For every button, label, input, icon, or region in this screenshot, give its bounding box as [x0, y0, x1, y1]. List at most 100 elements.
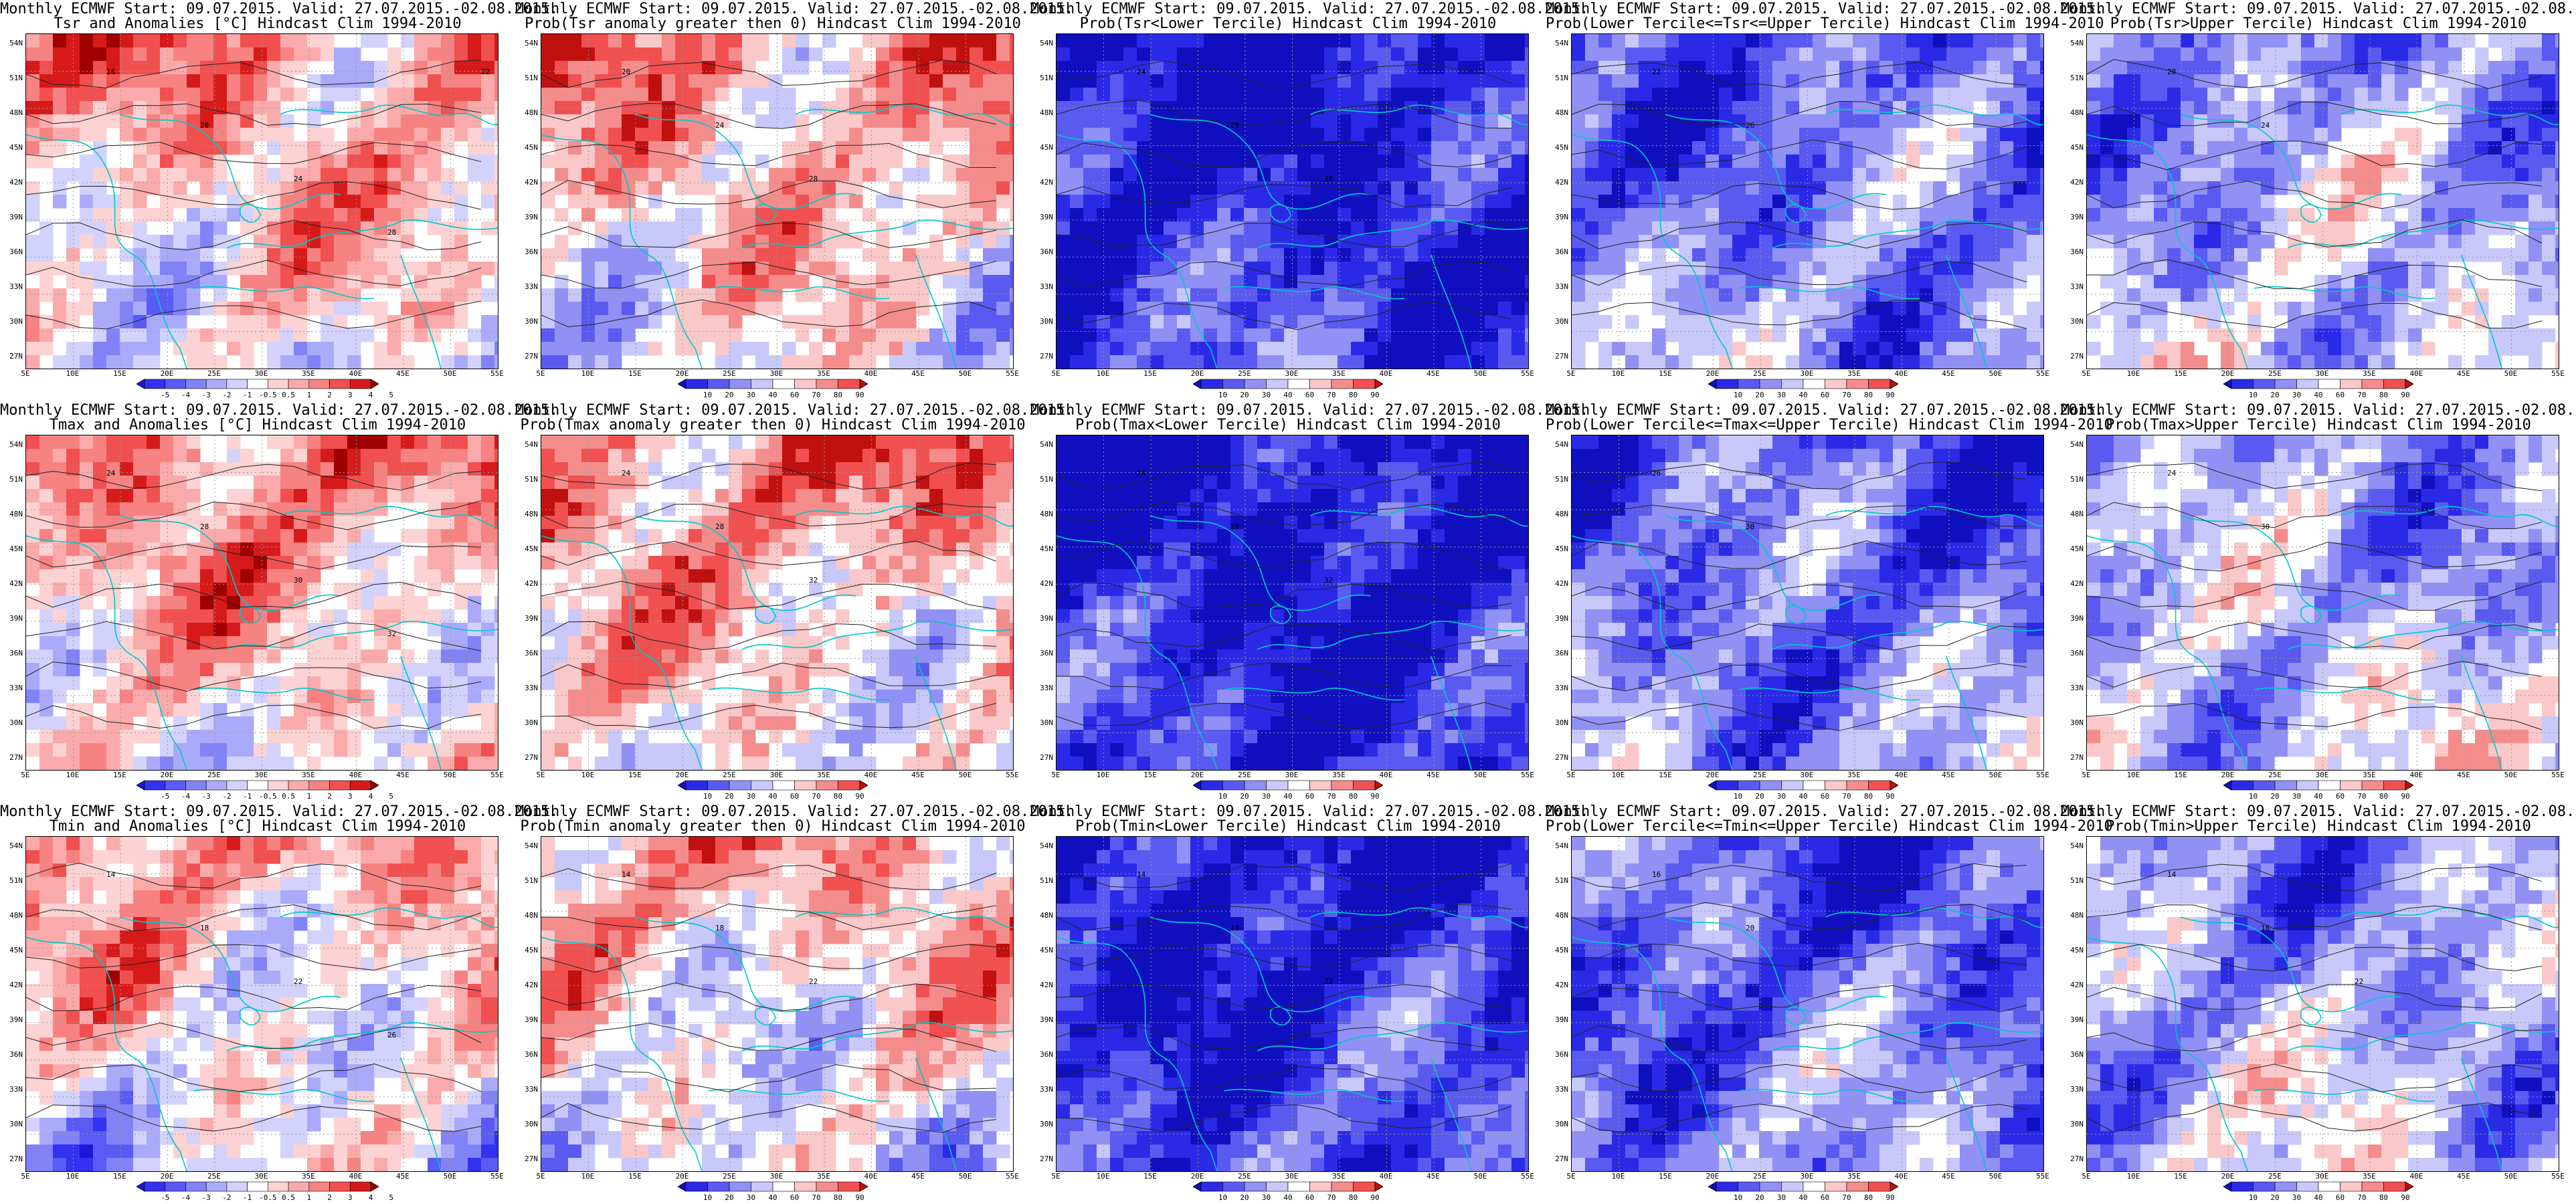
colorbar-max-arrow — [370, 379, 379, 389]
field-cell — [1257, 262, 1271, 276]
field-cell — [635, 128, 649, 142]
field-cell — [1445, 74, 1459, 88]
coastline — [1270, 204, 1291, 223]
field-cell — [983, 328, 997, 342]
field-cell — [1987, 288, 2001, 302]
field-cell — [227, 435, 241, 449]
field-cell — [1271, 47, 1285, 62]
field-cell — [441, 315, 455, 329]
field-cell — [635, 61, 649, 75]
field-cell — [2140, 248, 2154, 262]
field-cell — [1338, 141, 1352, 155]
field-cell — [2207, 221, 2221, 235]
field-cell — [555, 34, 569, 48]
field-cell — [635, 221, 649, 235]
field-cell — [1692, 328, 1706, 342]
field-cell — [1445, 221, 1459, 235]
field-cell — [876, 235, 890, 249]
field-cell — [133, 248, 147, 262]
field-cell — [2194, 181, 2208, 195]
field-cell — [622, 155, 636, 169]
field-cell — [1920, 355, 1934, 369]
field-cell — [1498, 302, 1512, 316]
field-cell — [1150, 168, 1164, 182]
field-cell — [1813, 34, 1827, 48]
field-cell — [1137, 168, 1151, 182]
field-cell — [769, 355, 783, 369]
field-cell — [294, 556, 308, 570]
field-cell — [2555, 195, 2559, 209]
field-cell — [1137, 302, 1151, 316]
field-cell — [120, 342, 134, 356]
field-cell — [2555, 114, 2559, 128]
field-cell — [454, 128, 468, 142]
field-cell — [1137, 101, 1151, 115]
field-cell — [39, 449, 54, 463]
field-cell — [494, 155, 498, 169]
field-cell — [675, 262, 689, 276]
field-cell — [147, 462, 161, 476]
field-cell — [2207, 74, 2221, 88]
field-cell — [1150, 141, 1164, 155]
field-cell — [1826, 262, 1840, 276]
field-cell — [1150, 275, 1164, 289]
field-cell — [320, 315, 335, 329]
field-cell — [2301, 34, 2315, 48]
field-cell — [1010, 208, 1013, 222]
field-cell — [1933, 302, 1947, 316]
field-cell — [2408, 342, 2422, 356]
field-cell — [106, 355, 120, 369]
field-cell — [1665, 141, 1679, 155]
field-cell — [662, 221, 676, 235]
field-cell — [414, 168, 428, 182]
field-cell — [1866, 328, 1880, 342]
field-cell — [1679, 195, 1693, 209]
field-cell — [1431, 34, 1445, 48]
field-cell — [2314, 88, 2328, 102]
field-cell — [1056, 302, 1071, 316]
field-cell — [1137, 195, 1151, 209]
colorbar-min-arrow — [1193, 379, 1202, 389]
field-cell — [2000, 355, 2014, 369]
field-cell — [481, 342, 495, 356]
field-cell — [755, 114, 769, 128]
field-cell — [26, 88, 40, 102]
field-cell — [173, 181, 187, 195]
lon-label: 20E — [160, 369, 174, 378]
field-cell — [555, 355, 569, 369]
field-cell — [1786, 101, 1800, 115]
field-cell — [849, 101, 863, 115]
field-cell — [1150, 235, 1164, 249]
field-cell — [1364, 47, 1378, 62]
field-cell — [468, 502, 482, 516]
field-cell — [2181, 221, 2195, 235]
field-cell — [2234, 195, 2248, 209]
field-cell — [93, 609, 107, 623]
field-cell — [729, 47, 743, 62]
field-cell — [240, 141, 254, 155]
field-cell — [1404, 88, 1418, 102]
field-cell — [187, 221, 201, 235]
field-cell — [441, 636, 455, 650]
field-cell — [267, 74, 281, 88]
field-cell — [1572, 288, 1586, 302]
contour-line — [2087, 59, 2543, 90]
field-cell — [26, 195, 40, 209]
field-cell — [1271, 74, 1285, 88]
field-cell — [254, 235, 268, 249]
field-cell — [2408, 235, 2422, 249]
field-cell — [648, 88, 662, 102]
field-cell — [2234, 101, 2248, 115]
lat-label: 54N — [1555, 39, 1568, 47]
field-cell — [267, 275, 281, 289]
field-cell — [267, 101, 281, 115]
field-cell — [1177, 355, 1191, 369]
field-cell — [1137, 275, 1151, 289]
field-cell — [2341, 262, 2355, 276]
field-cell — [1719, 47, 1733, 62]
field-cell — [227, 315, 241, 329]
field-cell — [2314, 342, 2328, 356]
field-cell — [2341, 275, 2355, 289]
field-cell — [1933, 34, 1947, 48]
field-cell — [53, 676, 67, 690]
